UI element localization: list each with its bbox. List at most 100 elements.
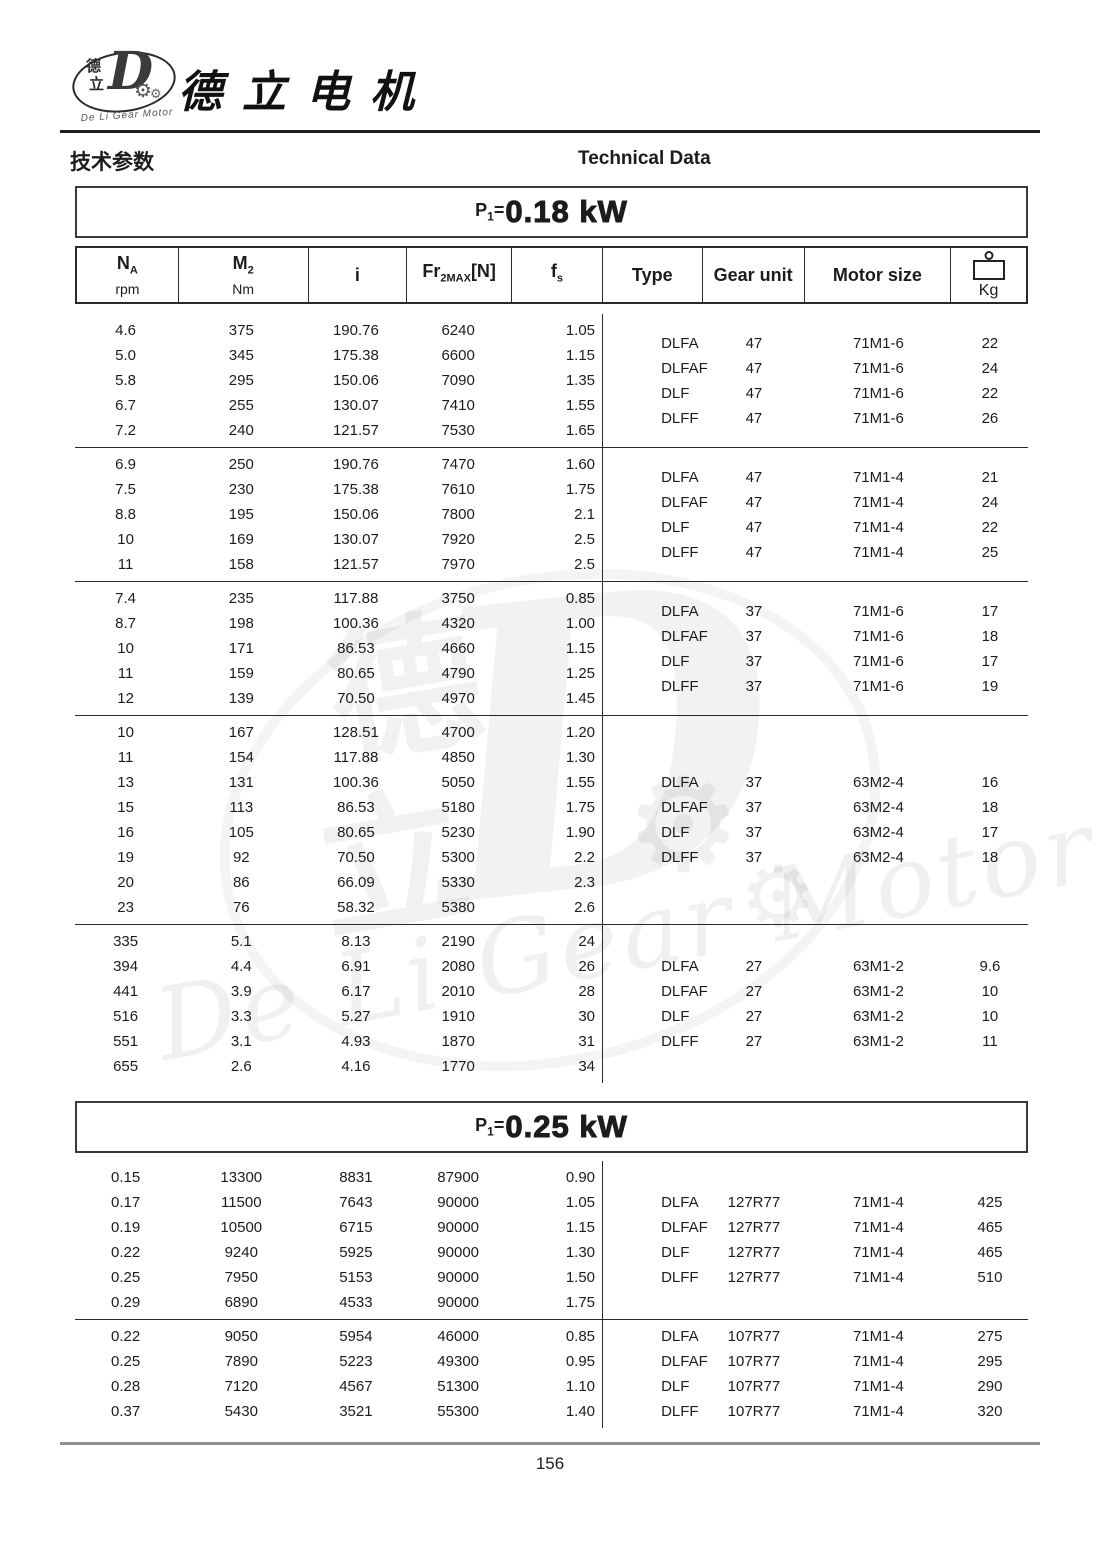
cell-weight: 425 — [977, 1194, 1003, 1211]
table-018-body: 4.6 375 190.76 6240 1.05 5.0 345 175.38 6600 1.15… — [75, 314, 1028, 1083]
cell-fr2max: 51300 — [437, 1378, 480, 1395]
cell-fr2max: 90000 — [437, 1294, 480, 1311]
cell-m2: 76 — [232, 899, 250, 916]
cell-type: DLF — [661, 384, 690, 402]
cell-i: 7643 — [339, 1194, 373, 1211]
cell-fs: 0.85 — [565, 590, 596, 607]
table-row: DLFA 127R77 71M1-4 425 — [603, 1190, 1028, 1215]
data-block: 7.4 235 117.88 3750 0.85 8.7 198 100.36 4320 1.00… — [75, 581, 1028, 715]
cell-fs: 1.55 — [565, 397, 596, 414]
masthead: 德 立 D ⚙ ⚙ De Li Gear Motor 德立电机 — [60, 0, 1040, 133]
cell-gear-unit: 127R77 — [727, 1194, 781, 1211]
table-row: DLF 107R77 71M1-4 290 — [603, 1374, 1028, 1399]
cell-weight: 17 — [981, 652, 999, 670]
logo-letter-d: D — [108, 41, 154, 102]
table-row: 10 171 86.53 4660 1.15 — [75, 636, 602, 661]
cell-na: 0.28 — [110, 1378, 141, 1395]
cell-weight: 25 — [981, 543, 999, 561]
cell-na: 551 — [113, 1033, 139, 1050]
block-left: 10 167 128.51 4700 1.20 11 154 117.88 4850 1.30 13… — [75, 716, 602, 924]
cell-weight: 465 — [977, 1244, 1003, 1261]
cell-weight: 17 — [981, 824, 999, 841]
cell-motor-size: 63M1-2 — [852, 1033, 904, 1050]
table-row: DLFF 37 63M2-4 18 — [603, 845, 1028, 870]
cell-na: 8.8 — [115, 506, 137, 523]
cell-type: DLF — [661, 1244, 690, 1261]
cell-gear-unit: 37 — [745, 652, 763, 670]
table-row: 11 159 80.65 4790 1.25 — [75, 661, 602, 686]
table-row: 6.7 255 130.07 7410 1.55 — [75, 393, 602, 418]
cell-m2: 255 — [228, 397, 254, 414]
block-left: 0.15 13300 8831 87900 0.90 0.17 11500 7643 90000… — [75, 1161, 602, 1319]
cell-gear-unit: 37 — [745, 849, 763, 866]
cell-fr2max: 46000 — [437, 1328, 480, 1345]
cell-i: 100.36 — [332, 774, 379, 791]
cell-weight: 18 — [981, 849, 999, 866]
cell-type: DLFAF — [661, 627, 708, 645]
table-row: DLFAF 107R77 71M1-4 295 — [603, 1349, 1028, 1374]
cell-m2: 105 — [228, 824, 254, 841]
cell-i: 117.88 — [333, 749, 379, 766]
table-row: DLFA 47 71M1-4 21 — [603, 465, 1028, 490]
cell-type: DLFF — [661, 677, 699, 695]
cell-fr2max: 2190 — [441, 933, 475, 950]
cell-motor-size: 71M1-6 — [852, 409, 904, 427]
cell-type: DLF — [661, 1008, 690, 1025]
column-header-fs: fs — [511, 248, 602, 302]
cell-fs: 0.90 — [565, 1169, 596, 1186]
cell-m2: 198 — [228, 615, 254, 632]
cell-weight: 320 — [977, 1403, 1003, 1420]
cell-i: 86.53 — [337, 799, 375, 816]
cell-motor-size: 71M1-4 — [852, 1328, 904, 1345]
table-row: 5.0 345 175.38 6600 1.15 — [75, 343, 602, 368]
table-row: 4.6 375 190.76 6240 1.05 — [75, 318, 602, 343]
table-row: DLFA 47 71M1-6 22 — [603, 331, 1028, 356]
cell-na: 6.7 — [115, 397, 137, 414]
table-row: DLFF 47 71M1-4 25 — [603, 540, 1028, 565]
cell-m2: 13300 — [220, 1169, 263, 1186]
cell-fs: 2.5 — [574, 556, 596, 573]
cell-m2: 167 — [228, 724, 254, 741]
cell-fr2max: 90000 — [437, 1194, 480, 1211]
cell-m2: 2.6 — [230, 1058, 252, 1075]
table-row: 8.8 195 150.06 7800 2.1 — [75, 502, 602, 527]
column-header-motor-size: Motor size — [803, 248, 951, 302]
power-prefix: P1= — [475, 200, 505, 224]
cell-i: 70.50 — [337, 690, 375, 707]
table-row: 516 3.3 5.27 1910 30 — [75, 1004, 602, 1029]
cell-m2: 139 — [228, 690, 254, 707]
table-row: 11 158 121.57 7970 2.5 — [75, 552, 602, 577]
gear-icon: ⚙ — [150, 86, 162, 101]
cell-gear-unit: 107R77 — [727, 1328, 781, 1345]
block-left: 335 5.1 8.13 2190 24 394 4.4 6.91 2080 26 441 3.9 6.… — [75, 925, 602, 1083]
table-row: 0.19 10500 6715 90000 1.15 — [75, 1215, 602, 1240]
cell-gear-unit: 127R77 — [727, 1269, 781, 1286]
cell-m2: 230 — [228, 481, 254, 498]
section-title-cn: 技术参数 — [70, 151, 154, 174]
table-row: DLFF 37 71M1-6 19 — [603, 674, 1028, 699]
data-block: 6.9 250 190.76 7470 1.60 7.5 230 175.38 7610 1.75… — [75, 447, 1028, 581]
cell-fs: 1.50 — [565, 1269, 596, 1286]
cell-i: 4567 — [339, 1378, 373, 1395]
table-row: DLFA 27 63M1-2 9.6 — [603, 954, 1028, 979]
cell-type: DLF — [661, 824, 690, 841]
block-right: DLFA 37 71M1-6 17 DLFAF 37 71M1-6 18 DLF 37 71M1-6… — [602, 582, 1028, 715]
column-header-weight: Kg — [950, 248, 1026, 302]
table-row: DLFA 37 63M2-4 16 — [603, 770, 1028, 795]
cell-gear-unit: 37 — [745, 824, 763, 841]
cell-fr2max: 5380 — [441, 899, 475, 916]
cell-m2: 10500 — [220, 1219, 263, 1236]
cell-fs: 1.45 — [565, 690, 596, 707]
cell-na: 0.15 — [110, 1169, 141, 1186]
table-row: 7.5 230 175.38 7610 1.75 — [75, 477, 602, 502]
cell-i: 150.06 — [332, 372, 379, 389]
cell-weight: 24 — [981, 359, 999, 377]
cell-fr2max: 1870 — [441, 1033, 475, 1050]
power-value: 0.18 kW — [505, 194, 628, 230]
cell-fr2max: 6240 — [441, 322, 475, 339]
cell-fr2max: 4320 — [441, 615, 475, 632]
cell-m2: 3.9 — [230, 983, 252, 1000]
cell-na: 0.19 — [110, 1219, 141, 1236]
cell-weight: 10 — [981, 1008, 999, 1025]
cell-motor-size: 71M1-4 — [852, 1353, 904, 1370]
